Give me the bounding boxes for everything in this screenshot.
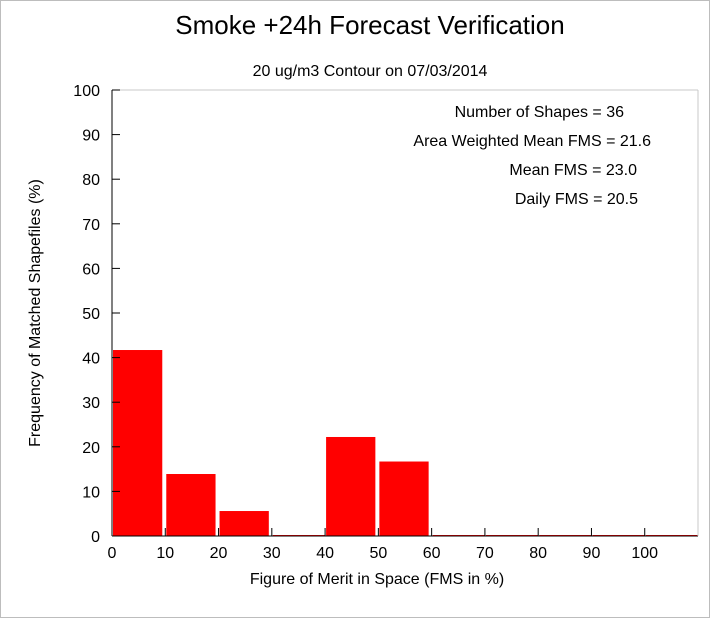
y-tick-label-50: 50 <box>82 306 100 323</box>
x-tick-label-80: 80 <box>529 545 547 562</box>
y-tick-label-80: 80 <box>82 172 100 189</box>
y-tick-label-70: 70 <box>82 217 100 234</box>
y-tick-label-10: 10 <box>82 484 100 501</box>
y-ticks-group: 0 10 20 30 40 50 60 70 80 90 100 <box>73 83 120 546</box>
chart-title: Smoke +24h Forecast Verification <box>175 10 564 40</box>
stat-daily-fms: Daily FMS = 20.5 <box>515 191 638 208</box>
x-axis-label: Figure of Merit in Space (FMS in %) <box>250 571 504 588</box>
y-tick-label-20: 20 <box>82 440 100 457</box>
stat-number-of-shapes: Number of Shapes = 36 <box>455 104 625 121</box>
x-tick-label-30: 30 <box>263 545 281 562</box>
x-tick-label-60: 60 <box>423 545 441 562</box>
x-tick-label-100: 100 <box>631 545 658 562</box>
y-tick-label-40: 40 <box>82 351 100 368</box>
bar-10-20 <box>166 474 216 536</box>
bar-40-50 <box>326 436 376 536</box>
y-tick-label-100: 100 <box>73 83 100 100</box>
stats-annotations: Number of Shapes = 36 Area Weighted Mean… <box>413 104 651 208</box>
bar-50-60 <box>379 461 429 536</box>
x-tick-label-0: 0 <box>108 545 117 562</box>
x-tick-label-90: 90 <box>583 545 601 562</box>
y-tick-label-60: 60 <box>82 261 100 278</box>
stat-mean-fms: Mean FMS = 23.0 <box>509 162 637 179</box>
axes-group <box>111 89 699 537</box>
x-ticks-group: 0 10 20 30 40 50 60 70 80 90 100 <box>108 528 658 562</box>
x-tick-label-50: 50 <box>369 545 387 562</box>
bar-20-30 <box>219 511 269 536</box>
y-tick-label-90: 90 <box>82 128 100 145</box>
y-axis-label: Frequency of Matched Shapefiles (%) <box>27 179 44 447</box>
bar-0-10 <box>113 350 163 536</box>
x-tick-label-20: 20 <box>210 545 228 562</box>
x-tick-label-10: 10 <box>156 545 174 562</box>
bars-group <box>113 350 698 536</box>
y-tick-label-30: 30 <box>82 395 100 412</box>
chart-subtitle: 20 ug/m3 Contour on 07/03/2014 <box>253 63 488 80</box>
stat-area-weighted-mean-fms: Area Weighted Mean FMS = 21.6 <box>413 133 651 150</box>
x-tick-label-40: 40 <box>316 545 334 562</box>
y-tick-label-0: 0 <box>91 529 100 546</box>
x-tick-label-70: 70 <box>476 545 494 562</box>
